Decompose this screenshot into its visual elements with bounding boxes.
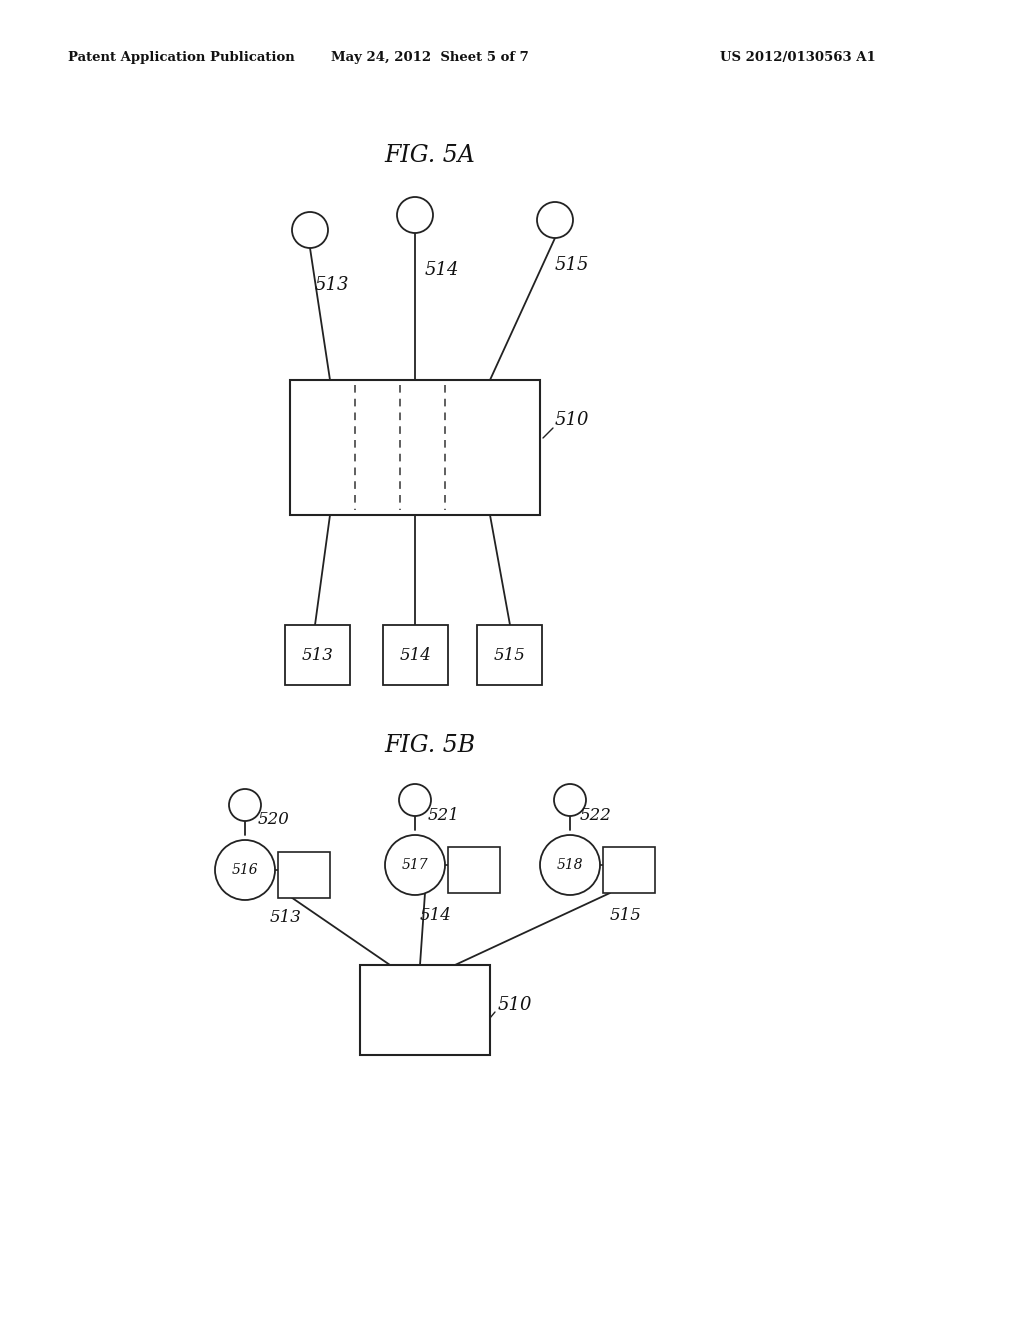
Circle shape [215,840,275,900]
Bar [290,380,540,515]
Circle shape [540,836,600,895]
Bar [278,851,330,898]
Bar [449,847,500,894]
Circle shape [385,836,445,895]
Text: FIG. 5B: FIG. 5B [384,734,475,756]
Text: May 24, 2012  Sheet 5 of 7: May 24, 2012 Sheet 5 of 7 [331,51,528,65]
Text: 514: 514 [399,647,431,664]
Bar [477,624,542,685]
Bar [603,847,655,894]
Circle shape [292,213,328,248]
Text: 510: 510 [555,411,590,429]
Text: 517: 517 [401,858,428,873]
Text: 513: 513 [270,909,302,927]
Text: 515: 515 [555,256,590,275]
Text: US 2012/0130563 A1: US 2012/0130563 A1 [720,51,876,65]
Text: 514: 514 [425,261,460,279]
Text: 513: 513 [315,276,349,294]
Text: FIG. 5A: FIG. 5A [385,144,475,166]
Text: 522: 522 [580,807,612,824]
Text: 521: 521 [428,807,460,824]
Text: 510: 510 [498,997,532,1014]
Circle shape [554,784,586,816]
Circle shape [397,197,433,234]
Bar [360,965,490,1055]
Text: 518: 518 [557,858,584,873]
Text: 516: 516 [231,863,258,876]
Bar [383,624,449,685]
Text: 513: 513 [301,647,334,664]
Circle shape [229,789,261,821]
Text: Patent Application Publication: Patent Application Publication [68,51,295,65]
Circle shape [537,202,573,238]
Text: 515: 515 [610,907,642,924]
Circle shape [399,784,431,816]
Bar [285,624,350,685]
Text: 514: 514 [420,908,452,924]
Text: 520: 520 [258,812,290,829]
Text: 515: 515 [494,647,525,664]
